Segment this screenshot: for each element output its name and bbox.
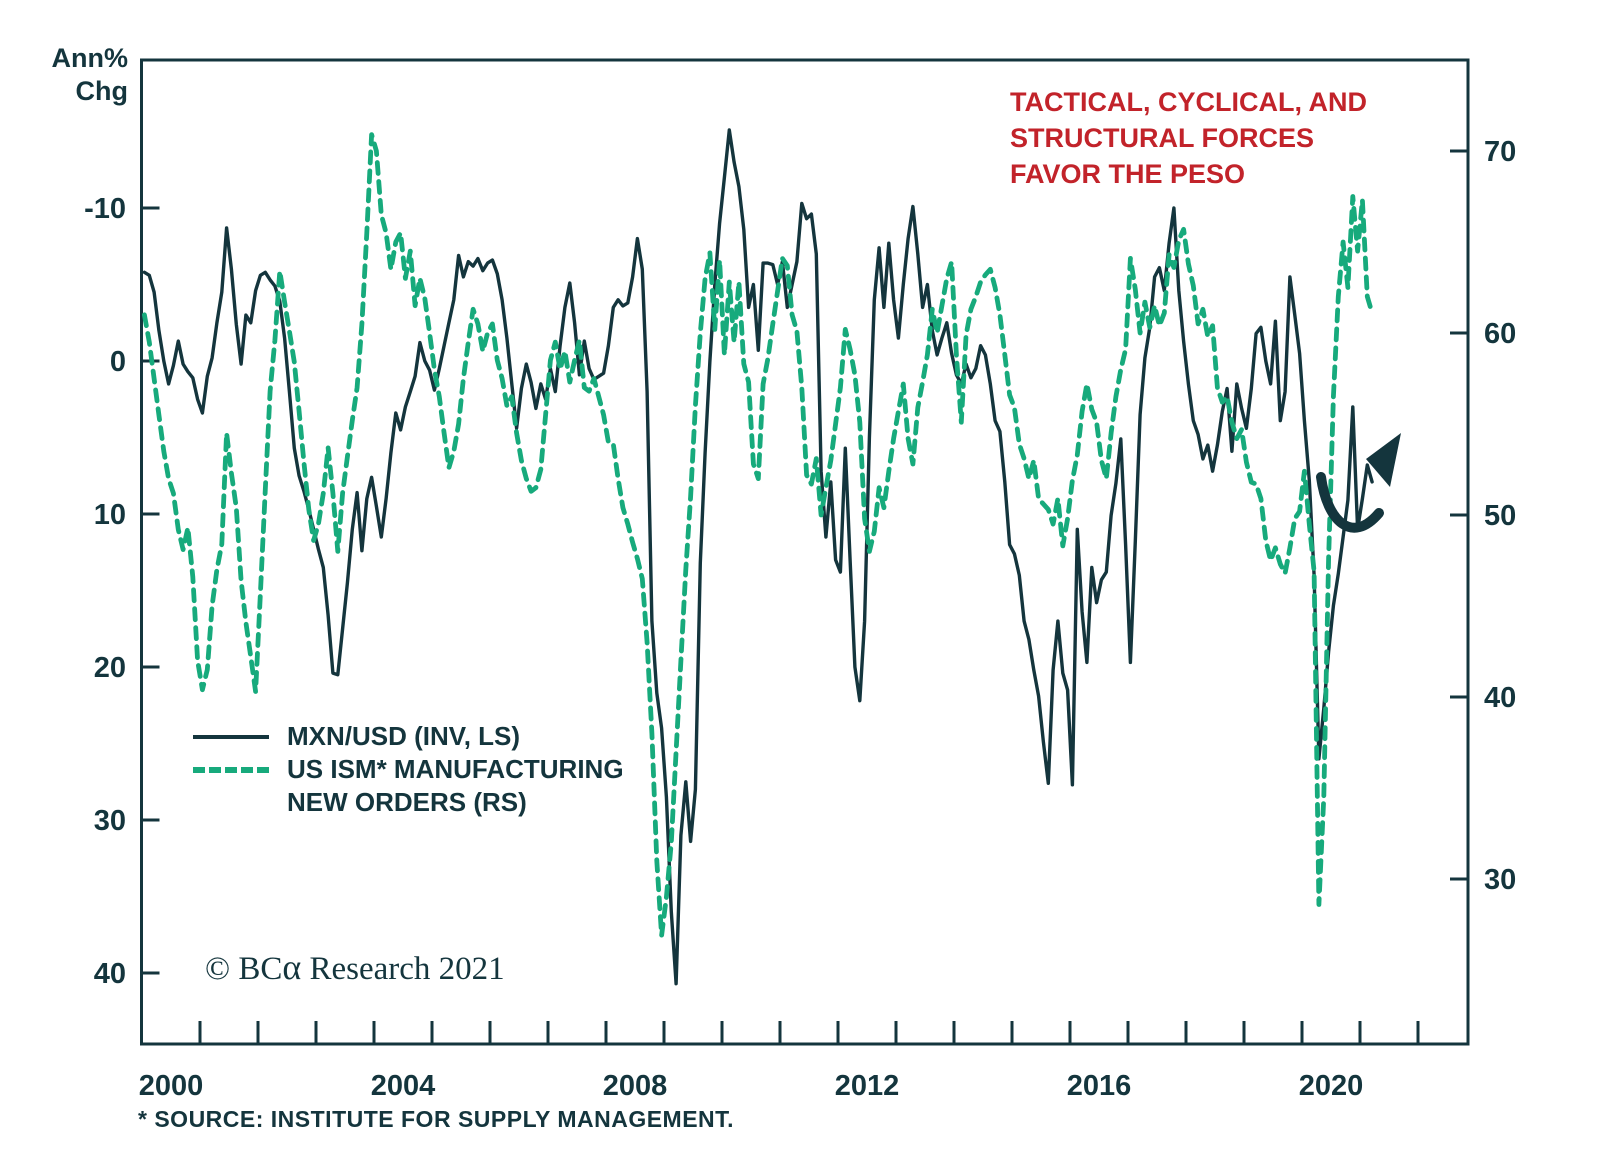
right-axis-tick-label: 70 — [1484, 136, 1516, 168]
axes-layer: -10 0 10 20 30 40 70 60 50 40 30 2000 2004 2008 2012 20… — [84, 58, 1516, 1102]
x-axis-year-label: 2012 — [835, 1070, 900, 1102]
brand-name: BC — [238, 951, 283, 987]
legend-label-ism-line2: NEW ORDERS (RS) — [287, 787, 527, 817]
left-axis-tick-label: -10 — [84, 193, 126, 225]
legend-item-ism-line2: NEW ORDERS (RS) — [193, 786, 624, 819]
right-axis-tick-label: 50 — [1484, 500, 1516, 532]
left-axis-unit-line1: Ann% — [51, 43, 129, 73]
right-axis-tick-label: 60 — [1484, 318, 1516, 350]
left-axis-unit-line2: Chg — [75, 76, 128, 106]
left-axis-tick-label: 20 — [94, 652, 126, 684]
left-axis-tick-label: 10 — [94, 499, 126, 531]
right-axis-tick-label: 30 — [1484, 864, 1516, 896]
copyright-suffix: Research 2021 — [301, 951, 505, 987]
brand-alpha-glyph: α — [282, 947, 302, 987]
annotation-text: TACTICAL, CYCLICAL, AND STRUCTURAL FORCE… — [1010, 84, 1367, 192]
up-arrow-icon — [1316, 433, 1401, 533]
plot-frame — [140, 58, 1470, 1046]
legend-label-ism-line1: US ISM* MANUFACTURING — [287, 754, 624, 784]
left-axis-unit-label: Ann% Chg — [0, 42, 129, 108]
legend-label-mxnusd: MXN/USD (INV, LS) — [287, 721, 521, 751]
source-footnote: * SOURCE: INSTITUTE FOR SUPPLY MANAGEMEN… — [138, 1106, 735, 1132]
right-axis-tick-label: 40 — [1484, 682, 1516, 714]
solid-line-swatch — [193, 734, 269, 739]
left-axis-tick-label: 30 — [94, 805, 126, 837]
annotation-line-3: FAVOR THE PESO — [1010, 159, 1246, 189]
series-lines — [142, 128, 1375, 986]
x-axis-year-label: 2008 — [603, 1070, 668, 1102]
dashed-line-swatch — [193, 766, 269, 773]
legend-item-mxnusd: MXN/USD (INV, LS) — [193, 720, 624, 753]
copyright-symbol: © — [205, 951, 239, 987]
x-axis-year-label: 2000 — [139, 1070, 204, 1102]
legend-item-ism: US ISM* MANUFACTURING — [193, 753, 624, 786]
x-axis-year-label: 2016 — [1067, 1070, 1132, 1102]
annotation-line-1: TACTICAL, CYCLICAL, AND — [1010, 87, 1367, 117]
annotation-line-2: STRUCTURAL FORCES — [1010, 123, 1315, 153]
left-axis-tick-label: 40 — [94, 958, 126, 990]
legend: MXN/USD (INV, LS) US ISM* MANUFACTURING … — [193, 720, 624, 819]
x-axis-year-label: 2004 — [371, 1070, 436, 1102]
series-ism — [142, 132, 1375, 938]
left-axis-tick-label: 0 — [110, 346, 126, 378]
copyright-notice: © BCα Research 2021 — [205, 946, 505, 988]
x-axis-year-label: 2020 — [1299, 1070, 1364, 1102]
